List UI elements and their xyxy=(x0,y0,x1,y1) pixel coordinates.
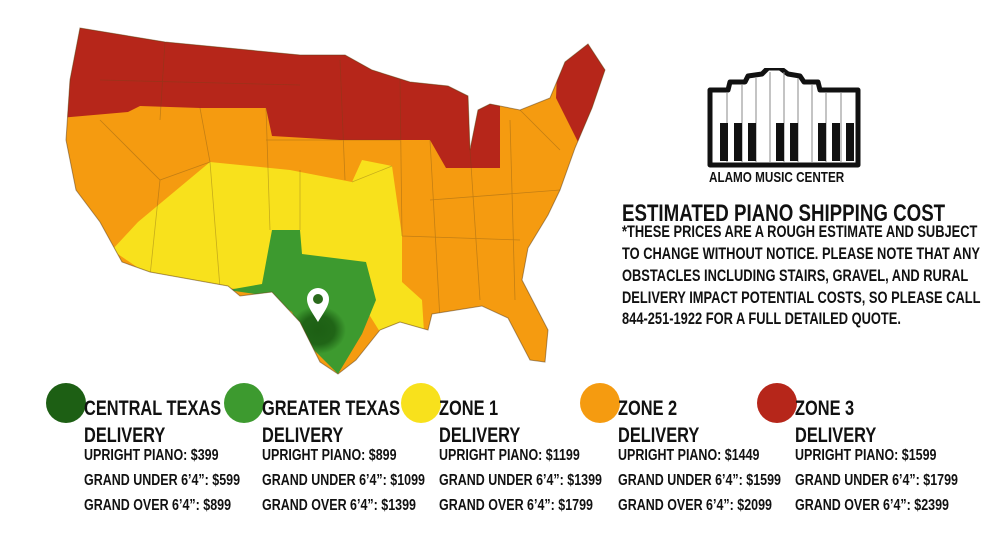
zone-color-dot xyxy=(401,383,441,423)
zone-title: ZONE 1 xyxy=(439,397,499,420)
zone-color-dot xyxy=(757,383,797,423)
state-borders xyxy=(99,41,561,321)
zone-subtitle: DELIVERY xyxy=(795,424,877,447)
price-grand-over: GRAND OVER 6’4”: $899 xyxy=(84,497,232,514)
price-grand-over: GRAND OVER 6’4”: $1799 xyxy=(439,497,593,514)
price-grand-under: GRAND UNDER 6’4”: $1399 xyxy=(439,472,602,489)
note-line: 844-251-1922 FOR A FULL DETAILED QUOTE. xyxy=(622,310,901,328)
zone-3-region-northeast xyxy=(556,28,605,142)
price-grand-over: GRAND OVER 6’4”: $1399 xyxy=(262,497,416,514)
zone-subtitle: DELIVERY xyxy=(262,424,344,447)
zone-subtitle: DELIVERY xyxy=(84,424,166,447)
price-upright: UPRIGHT PIANO: $1449 xyxy=(618,447,760,464)
page-title: ESTIMATED PIANO SHIPPING COST xyxy=(622,200,946,227)
price-grand-over: GRAND OVER 6’4”: $2399 xyxy=(795,497,949,514)
price-upright: UPRIGHT PIANO: $399 xyxy=(84,447,219,464)
note-line: OBSTACLES INCLUDING STAIRS, GRAVEL, AND … xyxy=(622,267,969,285)
price-grand-under: GRAND UNDER 6’4”: $1799 xyxy=(795,472,958,489)
price-grand-over: GRAND OVER 6’4”: $2099 xyxy=(618,497,772,514)
note-line: TO CHANGE WITHOUT NOTICE. PLEASE NOTE TH… xyxy=(622,245,980,263)
note-line: *THESE PRICES ARE A ROUGH ESTIMATE AND S… xyxy=(622,223,978,241)
price-upright: UPRIGHT PIANO: $899 xyxy=(262,447,397,464)
price-upright: UPRIGHT PIANO: $1599 xyxy=(795,447,937,464)
zone-title: GREATER TEXAS xyxy=(262,397,401,420)
zone-color-dot xyxy=(580,383,620,423)
price-grand-under: GRAND UNDER 6’4”: $599 xyxy=(84,472,241,489)
zone-title: ZONE 3 xyxy=(795,397,855,420)
price-grand-under: GRAND UNDER 6’4”: $1099 xyxy=(262,472,425,489)
location-pin-icon xyxy=(307,288,329,322)
zone-color-dot xyxy=(224,383,264,423)
price-upright: UPRIGHT PIANO: $1199 xyxy=(439,447,580,464)
zone-title: CENTRAL TEXAS xyxy=(84,397,222,420)
brand-name: ALAMO MUSIC CENTER xyxy=(709,169,845,186)
zone-title: ZONE 2 xyxy=(618,397,678,420)
zone-subtitle: DELIVERY xyxy=(439,424,521,447)
note-line: DELIVERY IMPACT POTENTIAL COSTS, SO PLEA… xyxy=(622,289,981,307)
alamo-music-center-logo xyxy=(707,68,861,168)
zone-color-dot xyxy=(46,383,86,423)
zone-subtitle: DELIVERY xyxy=(618,424,700,447)
us-zone-map xyxy=(65,27,606,375)
price-grand-under: GRAND UNDER 6’4”: $1599 xyxy=(618,472,781,489)
